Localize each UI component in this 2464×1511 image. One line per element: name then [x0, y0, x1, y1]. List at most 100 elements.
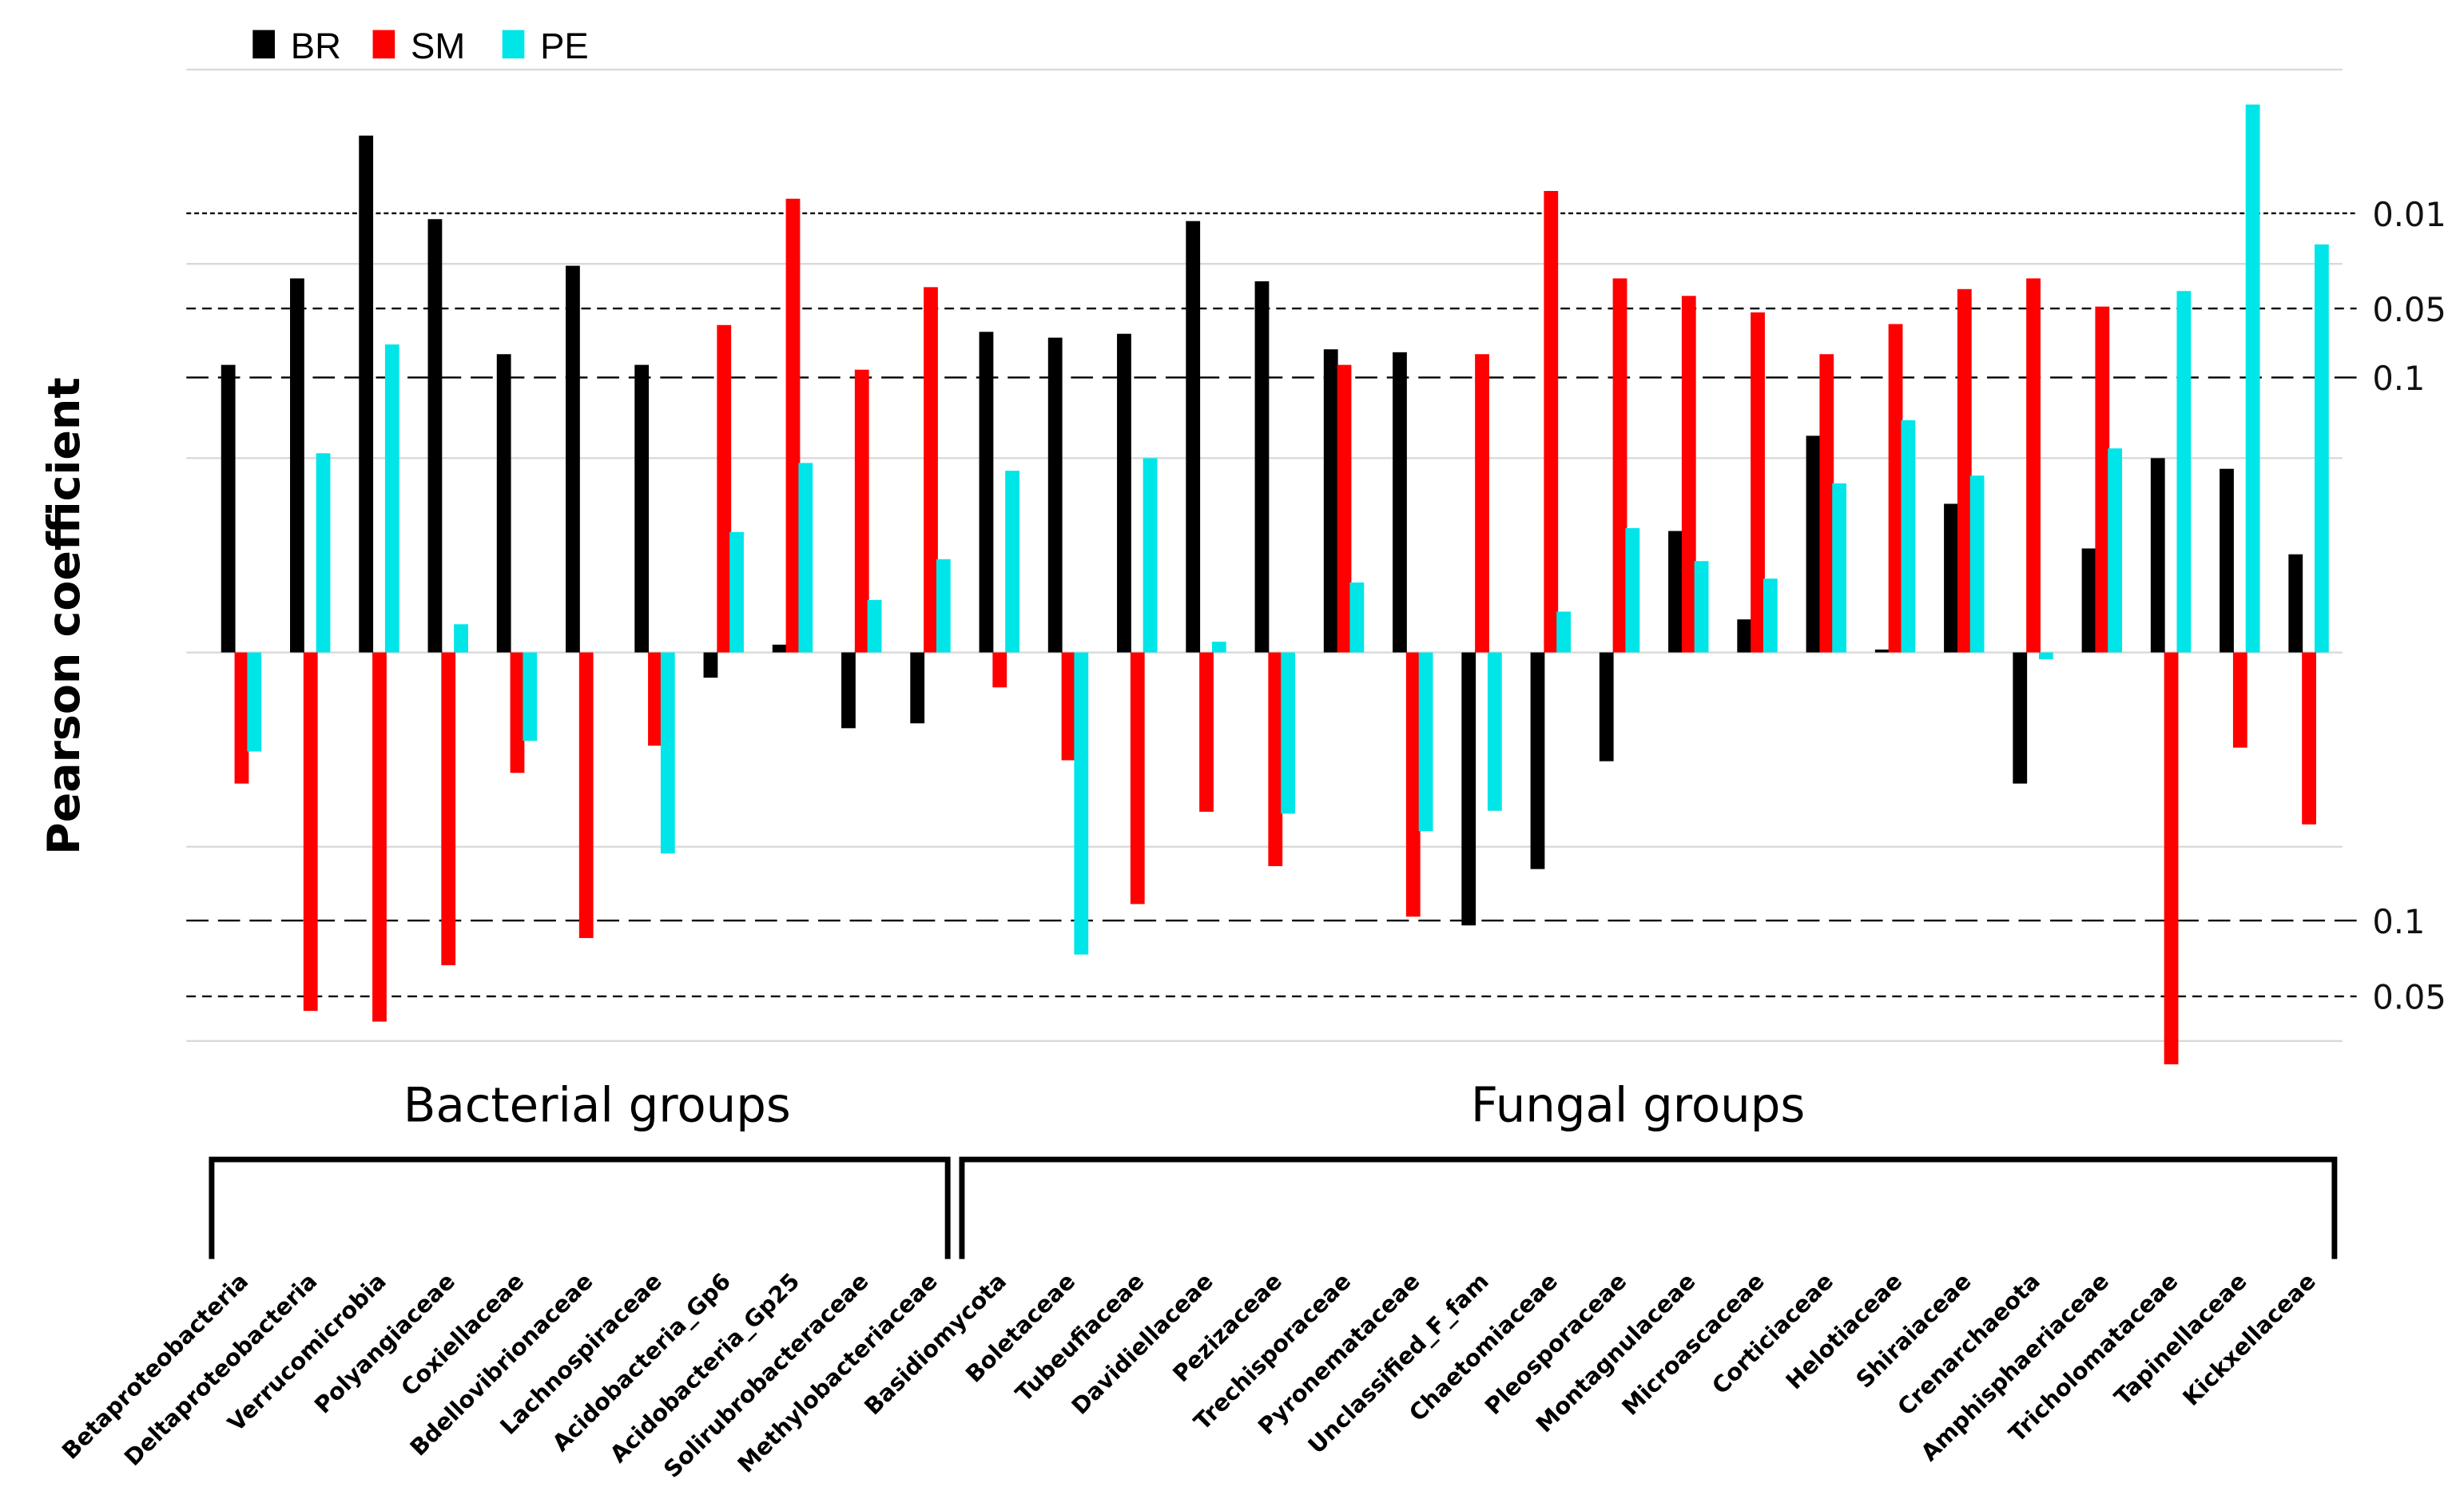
bar-br [2081, 548, 2096, 653]
bar-br [634, 364, 650, 653]
group-bracket [209, 1156, 951, 1259]
bar-br [566, 265, 580, 653]
bar-sm [924, 287, 938, 653]
bar-pe [1005, 471, 1019, 653]
bar-br [1874, 649, 1890, 653]
bar-br [2220, 468, 2234, 653]
legend-swatch-sm [372, 30, 395, 59]
group-brackets: Bacterial groups Fungal groups [209, 1078, 2338, 1259]
bar-sm [1819, 354, 1834, 653]
bar-sm [1130, 652, 1145, 905]
y-axis-label: Pearson coefficient [39, 377, 90, 855]
bar-br [1047, 337, 1063, 653]
bar-pe [1074, 652, 1089, 955]
bar-pe [1969, 475, 1985, 653]
bar-sm [441, 652, 456, 965]
bar-sm [2302, 652, 2316, 825]
legend-swatch-pe [502, 30, 525, 59]
bar-sm [1405, 652, 1421, 917]
bar-pe [1556, 611, 1571, 653]
bar-sm [1751, 312, 1765, 653]
significance-label: 0.1 [2372, 359, 2425, 398]
bar-sm [1957, 288, 1972, 653]
bar-br [221, 364, 236, 653]
bar-br [290, 278, 304, 653]
bar-br [1117, 333, 1131, 653]
bar-sm [1888, 324, 1903, 653]
legend-label-pe: PE [540, 26, 589, 66]
bar-br [841, 652, 856, 729]
bar-pe [936, 559, 951, 653]
bar-br [359, 135, 374, 653]
bar-br [1944, 503, 1958, 653]
legend-label-br: BR [291, 26, 341, 66]
bar-sm [1612, 278, 1627, 653]
bar-br [703, 652, 718, 678]
significance-label: 0.05 [2372, 290, 2446, 329]
bar-sm [992, 652, 1007, 688]
bar-pe [1211, 642, 1226, 653]
bar-br [979, 332, 994, 653]
group-label: Bacterial groups [403, 1078, 791, 1133]
bar-br [1599, 652, 1614, 761]
bar-pe [1349, 582, 1365, 653]
significance-label: 0.05 [2372, 978, 2446, 1017]
category-label: Corticiaceae [1707, 1267, 1838, 1399]
bar-sm [785, 198, 801, 653]
bar-br [427, 219, 443, 653]
bar-pe [454, 624, 468, 653]
group-label: Fungal groups [1471, 1078, 1805, 1133]
bar-br [1806, 435, 1821, 653]
bar-pe [2245, 104, 2260, 653]
bar-pe [660, 652, 675, 854]
group-bracket [959, 1156, 2338, 1259]
bar-sm [2164, 652, 2179, 1065]
bar-br [1461, 652, 1476, 926]
bar-pe [1281, 652, 1295, 814]
bar-br [772, 644, 787, 653]
bar-br [1668, 531, 1683, 653]
bar-br [2288, 554, 2303, 653]
bar-sm [510, 652, 525, 773]
bar-sm [2095, 306, 2110, 653]
bar-pe [867, 599, 882, 653]
bar-br [910, 652, 925, 724]
bar-br [1186, 221, 1201, 653]
bar-pe [729, 531, 744, 653]
bar-br [1737, 619, 1752, 653]
bar-pe [523, 652, 538, 742]
bar-pe [2314, 244, 2329, 653]
significance-label: 0.01 [2372, 195, 2446, 234]
bar-br [1393, 352, 1407, 653]
bar-pe [1487, 652, 1502, 811]
bar-br [496, 354, 511, 653]
legend-swatch-br [252, 30, 275, 59]
bar-pe [1143, 458, 1158, 653]
bar-sm [372, 652, 387, 1022]
bar-pe [384, 344, 399, 653]
bar-sm [1061, 652, 1076, 761]
bar-sm [1268, 652, 1283, 866]
bar-br [1254, 281, 1270, 653]
legend: BR SM PE [252, 26, 589, 66]
bar-pe [2108, 448, 2123, 653]
bar-pe [316, 453, 331, 653]
bar-pe [1763, 579, 1778, 653]
bar-sm [234, 652, 249, 784]
category-labels: BetaproteobacteriaDeltaproteobacteriaVer… [57, 1267, 2321, 1483]
bar-pe [1418, 652, 1433, 832]
bar-sm [1544, 190, 1559, 653]
bar-pe [2038, 652, 2053, 660]
bar-br [2013, 652, 2028, 784]
bar-br [1323, 349, 1338, 653]
bar-sm [1199, 652, 1214, 812]
significance-lines: 0.01 0.05 0.1 0.1 0.05 [186, 195, 2446, 1017]
bar-pe [247, 652, 262, 752]
legend-label-sm: SM [411, 26, 465, 66]
bar-br [1530, 652, 1545, 869]
bar-sm [648, 652, 662, 746]
bar-sm [1475, 354, 1489, 653]
bar-pe [1901, 420, 1916, 653]
bar-sm [717, 324, 732, 653]
